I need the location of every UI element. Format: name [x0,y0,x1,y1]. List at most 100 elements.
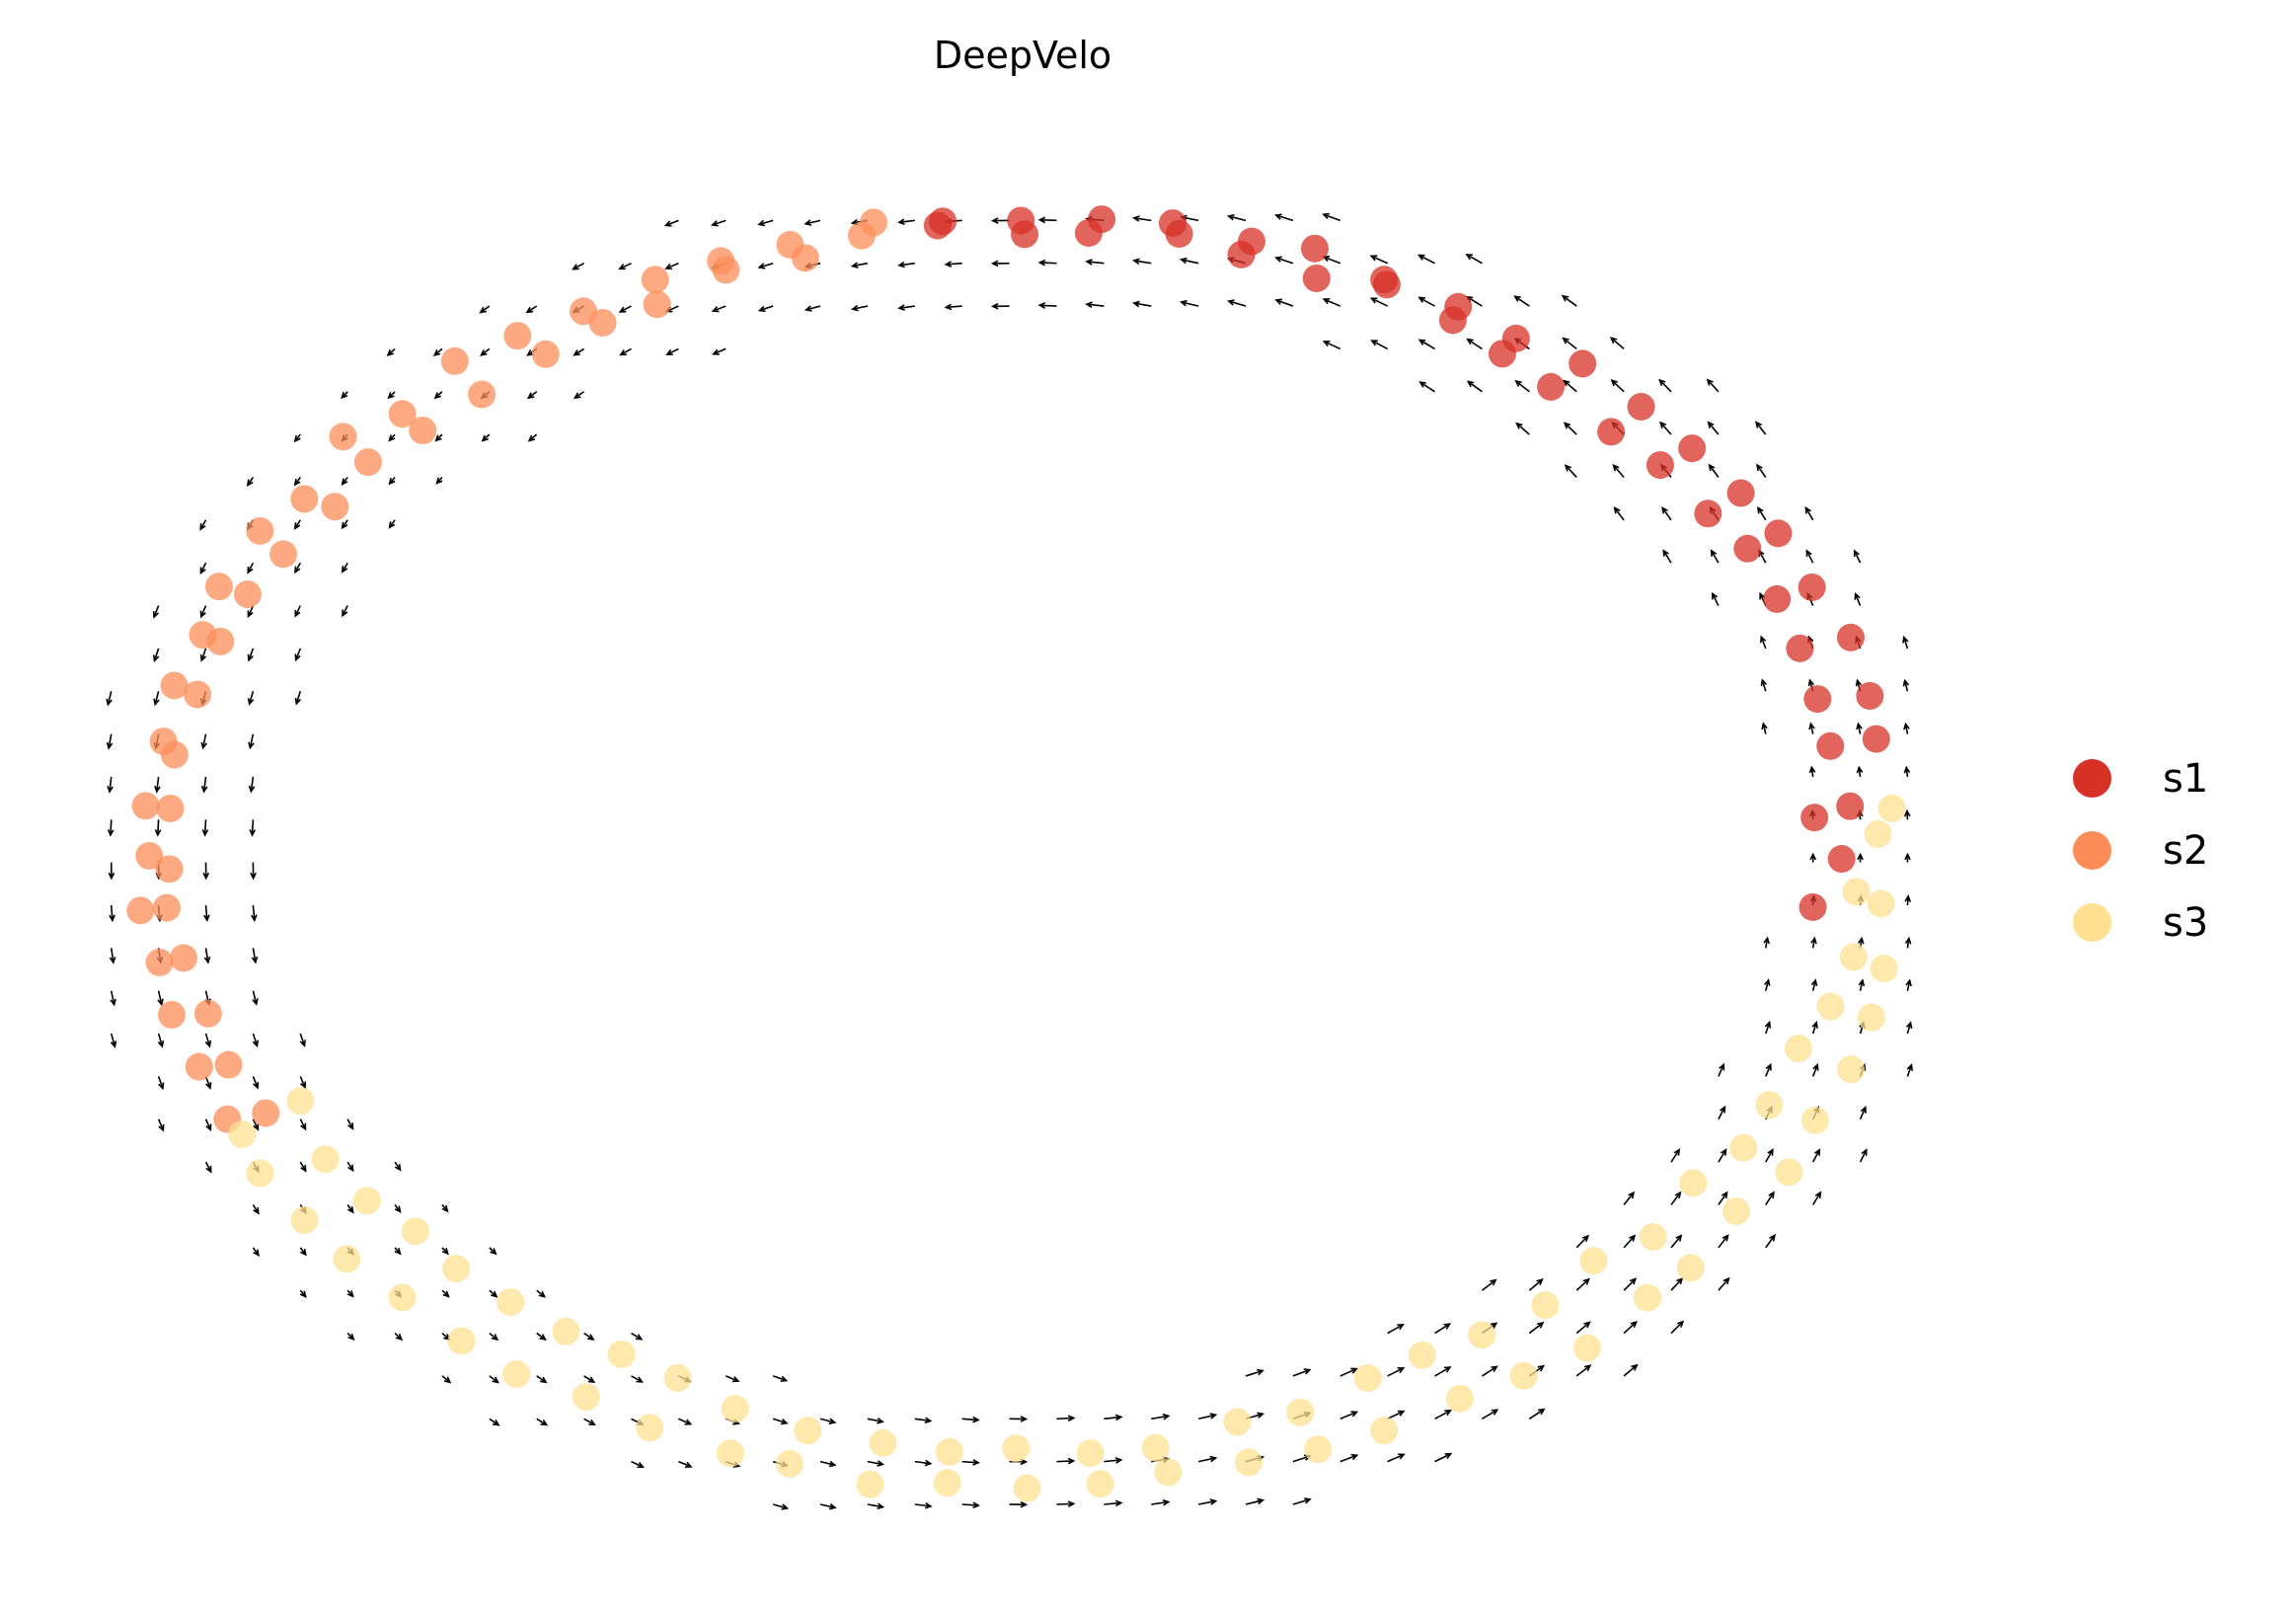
point-s3 [442,1255,471,1283]
velocity-arrow [249,819,257,837]
velocity-arrow [157,1033,165,1048]
velocity-arrow [1561,294,1577,307]
velocity-arrow [202,862,209,881]
velocity-arrow [867,1460,885,1467]
point-s3 [1223,1408,1252,1436]
velocity-arrow [1757,505,1767,521]
velocity-arrow [867,1418,884,1424]
velocity-arrow [1481,1278,1497,1291]
velocity-arrow [525,305,538,314]
velocity-arrow [200,776,208,794]
velocity-arrow [1466,338,1483,350]
point-s2 [643,290,671,319]
point-s3 [1013,1474,1041,1502]
velocity-arrow [1670,1276,1684,1291]
velocity-arrow [388,433,396,442]
point-s3 [1722,1197,1751,1226]
velocity-arrow [299,1161,307,1173]
velocity-arrow [109,904,115,923]
velocity-arrow [441,1247,449,1256]
velocity-arrow [1387,1366,1406,1377]
point-s3 [502,1360,531,1389]
velocity-arrow [299,1247,307,1257]
velocity-arrow [1718,1190,1728,1205]
point-s2 [353,448,382,477]
point-s3 [246,1159,274,1188]
velocity-arrow [1718,1276,1730,1291]
velocity-arrow [990,217,1010,224]
point-s3 [497,1287,525,1316]
velocity-arrow [341,476,348,486]
point-s2 [193,999,222,1028]
point-s2 [206,627,235,655]
velocity-arrow [1902,678,1910,692]
velocity-arrow [772,1503,790,1510]
velocity-arrow [387,391,396,400]
point-s1 [1438,306,1467,335]
velocity-arrow [346,1204,354,1214]
velocity-arrow [199,562,207,576]
point-s3 [721,1395,749,1423]
velocity-arrow [252,1118,260,1131]
velocity-arrow [1339,1411,1359,1420]
velocity-arrow [819,1502,837,1510]
velocity-arrow [1659,421,1672,435]
velocity-arrow [204,1161,212,1174]
velocity-arrow [804,305,821,312]
velocity-arrow [631,1332,644,1341]
velocity-arrow [1623,1363,1639,1377]
point-s2 [160,740,189,769]
velocity-arrow [341,562,348,574]
velocity-arrow [293,433,301,443]
velocity-arrow [819,1460,837,1468]
velocity-arrow [1387,1453,1406,1463]
velocity-arrow [1662,549,1672,564]
velocity-arrow [203,904,210,923]
point-s3 [1837,1055,1866,1084]
point-s2 [329,422,357,451]
velocity-arrow [1575,1277,1590,1291]
velocity-arrow [961,1416,980,1423]
velocity-arrow [897,218,915,225]
velocity-arrow [618,262,632,270]
velocity-arrow [346,1289,354,1298]
velocity-arrow [433,391,443,400]
velocity-arrow [1810,978,1818,991]
velocity-arrow [1670,1320,1685,1335]
velocity-arrow [1563,422,1577,435]
legend-label: s3 [2163,899,2209,946]
velocity-arrow [250,862,257,881]
point-s3 [1877,794,1906,822]
velocity-arrow [1623,1321,1638,1335]
velocity-arrow [1718,1105,1726,1120]
point-s1 [1836,623,1865,652]
velocity-arrow [1009,1416,1029,1422]
velocity-arrow [252,1204,260,1215]
chart-title: DeepVelo [933,34,1112,77]
velocity-arrow [536,1418,549,1426]
point-s1 [1010,220,1038,249]
point-s3 [716,1439,744,1468]
legend-item-s3: s3 [2073,886,2208,959]
velocity-arrow [1811,1190,1822,1205]
velocity-arrow [1808,722,1815,734]
velocity-arrow [1322,255,1341,265]
velocity-arrow [108,862,115,881]
velocity-arrow [536,1375,548,1384]
velocity-arrow [346,1333,355,1342]
velocity-arrow [1245,1368,1264,1377]
velocity-arrow [489,1375,499,1384]
velocity-arrow [106,691,113,707]
velocity-arrow [388,519,396,529]
velocity-arrow [631,1375,645,1383]
velocity-arrow [1903,722,1910,734]
point-s1 [1726,479,1755,507]
velocity-arrow [1765,1148,1774,1163]
velocity-arrow [944,261,962,268]
point-s2 [155,855,184,883]
velocity-arrow [199,648,207,662]
velocity-arrow [961,1501,980,1509]
legend-item-s1: s1 [2073,742,2208,814]
velocity-arrow [712,347,727,355]
point-s3 [1286,1398,1315,1426]
